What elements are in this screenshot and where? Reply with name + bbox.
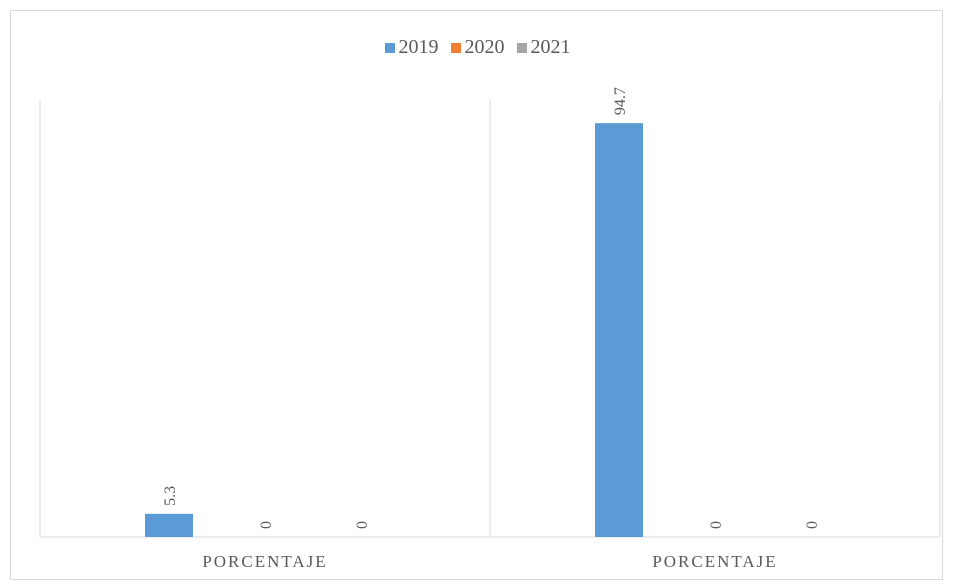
legend-item-2021: 2021 <box>516 36 571 59</box>
data-label-2021-1: 0 <box>804 521 821 529</box>
data-label-2020-0: 0 <box>258 521 275 529</box>
chart-frame <box>10 10 943 580</box>
data-label-2021-0: 0 <box>354 521 371 529</box>
legend-swatch-2020 <box>450 42 461 53</box>
legend-item-2019: 2019 <box>384 36 439 59</box>
bar-2019-1 <box>595 123 643 537</box>
legend-swatch-2019 <box>384 42 395 53</box>
bar-2019-0 <box>145 513 193 537</box>
data-label-2019-0: 5.3 <box>162 486 179 506</box>
legend-item-2020: 2020 <box>450 36 505 59</box>
data-label-2019-1: 94.7 <box>612 87 629 115</box>
x-tick-label-0: PORCENTAJE <box>202 552 327 571</box>
data-label-2020-1: 0 <box>708 521 725 529</box>
legend-label-2020: 2020 <box>464 36 505 58</box>
legend: 2019 2020 2021 <box>0 36 955 59</box>
x-tick-label-1: PORCENTAJE <box>652 552 777 571</box>
legend-swatch-2021 <box>516 42 527 53</box>
legend-label-2019: 2019 <box>398 36 439 58</box>
legend-label-2021: 2021 <box>530 36 571 58</box>
